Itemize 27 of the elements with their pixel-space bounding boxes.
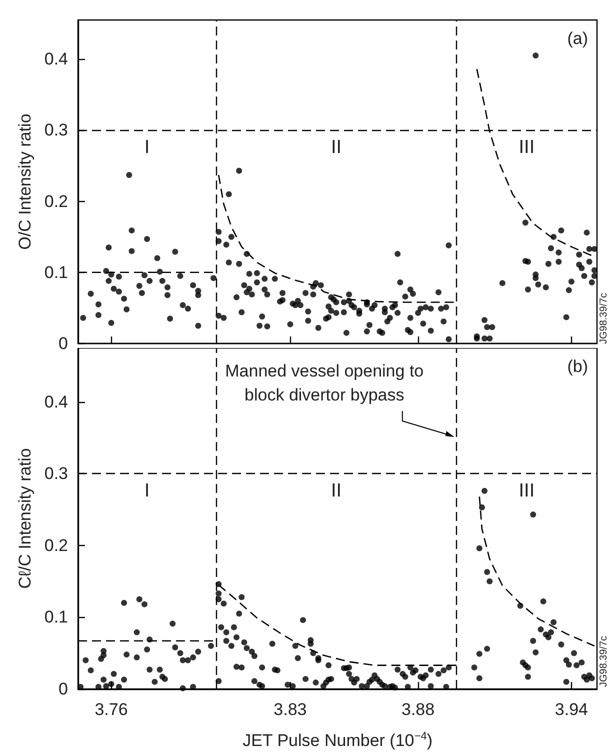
annotation: III (518, 480, 535, 502)
y-tick-label: 0 (58, 680, 68, 698)
y-tick-label: 0.1 (44, 608, 68, 627)
annotation: II (330, 137, 342, 158)
text: JG98.39/7c (598, 636, 610, 687)
y-tick-label: 0.4 (44, 392, 68, 412)
y-tick-label: 0.2 (44, 192, 68, 211)
y-axis-title: Cℓ/C Intensity ratio (15, 448, 34, 589)
text: JG98.39/7c (598, 292, 610, 344)
annotation: II (330, 480, 342, 502)
annotation: Manned vessel opening to block divertor bypass (225, 362, 424, 405)
annotation: (b) (567, 357, 588, 376)
y-axis-title: O/C Intensity ratio (15, 114, 34, 250)
annotation: III (518, 137, 535, 158)
x-tick-label: 3.83 (274, 700, 307, 719)
y-tick-label: 0.2 (44, 536, 68, 555)
y-tick-label: 0.4 (44, 50, 68, 69)
annotation: I (144, 480, 150, 502)
x-tick-label: 3.88 (401, 700, 435, 719)
x-tick-label: 3.76 (94, 700, 128, 719)
y-tick-label: 0.3 (44, 120, 68, 140)
y-tick-label: 0.1 (44, 262, 68, 282)
y-tick-label: 0.3 (44, 464, 68, 484)
x-tick-label: 3.94 (554, 700, 588, 719)
annotation: (a) (567, 29, 588, 48)
y-tick-label: 0 (58, 334, 68, 353)
annotation: I (144, 137, 150, 158)
